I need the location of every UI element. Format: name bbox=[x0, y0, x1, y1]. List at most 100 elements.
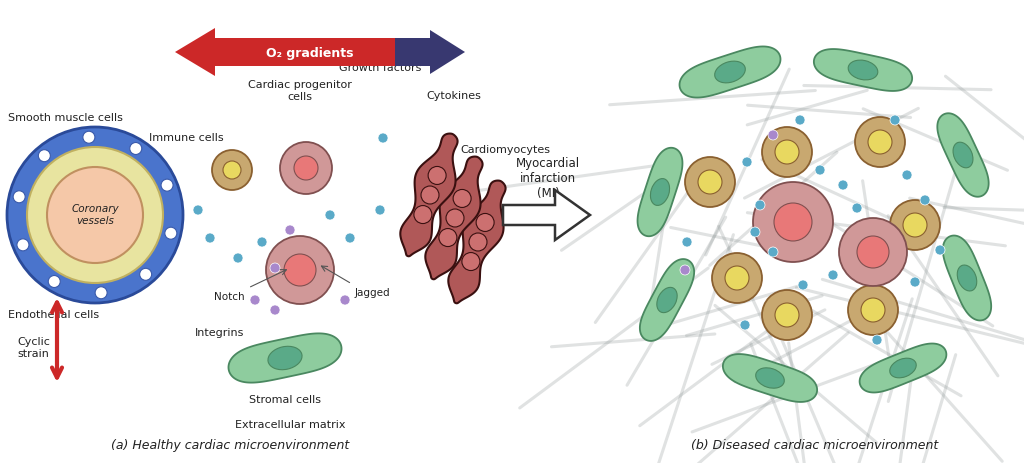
Circle shape bbox=[270, 305, 280, 315]
Ellipse shape bbox=[848, 60, 878, 80]
Circle shape bbox=[165, 227, 177, 239]
Ellipse shape bbox=[268, 346, 302, 370]
Circle shape bbox=[476, 213, 495, 232]
Text: O₂ gradients: O₂ gradients bbox=[266, 46, 353, 60]
Circle shape bbox=[294, 156, 318, 180]
Circle shape bbox=[910, 277, 920, 287]
Ellipse shape bbox=[656, 288, 677, 313]
Text: Cardiomyocytes: Cardiomyocytes bbox=[460, 145, 550, 155]
Text: Integrins: Integrins bbox=[195, 328, 245, 338]
Circle shape bbox=[284, 254, 316, 286]
Circle shape bbox=[27, 147, 163, 283]
Polygon shape bbox=[937, 113, 988, 197]
Ellipse shape bbox=[715, 61, 745, 83]
Circle shape bbox=[852, 203, 862, 213]
Circle shape bbox=[848, 285, 898, 335]
Text: Endothelial cells: Endothelial cells bbox=[8, 310, 99, 320]
Circle shape bbox=[13, 191, 26, 203]
Circle shape bbox=[774, 203, 812, 241]
Polygon shape bbox=[723, 354, 817, 402]
Circle shape bbox=[378, 133, 388, 143]
Circle shape bbox=[755, 200, 765, 210]
Polygon shape bbox=[680, 46, 780, 98]
Text: Coronary
vessels: Coronary vessels bbox=[72, 204, 119, 226]
Ellipse shape bbox=[756, 368, 784, 388]
Circle shape bbox=[753, 182, 833, 262]
Circle shape bbox=[7, 127, 183, 303]
Polygon shape bbox=[503, 190, 590, 240]
Circle shape bbox=[798, 280, 808, 290]
Circle shape bbox=[47, 167, 143, 263]
Circle shape bbox=[750, 227, 760, 237]
Text: (a) Healthy cardiac microenvironment: (a) Healthy cardiac microenvironment bbox=[111, 439, 349, 452]
Circle shape bbox=[685, 157, 735, 207]
Text: Stromal cells: Stromal cells bbox=[249, 395, 321, 405]
Circle shape bbox=[857, 236, 889, 268]
Circle shape bbox=[139, 269, 152, 280]
Circle shape bbox=[270, 263, 280, 273]
Polygon shape bbox=[175, 28, 395, 76]
Circle shape bbox=[161, 179, 173, 191]
Circle shape bbox=[698, 170, 722, 194]
Circle shape bbox=[469, 233, 487, 251]
Circle shape bbox=[682, 237, 692, 247]
Circle shape bbox=[428, 167, 446, 184]
Polygon shape bbox=[449, 181, 506, 303]
Text: (b) Diseased cardiac microenvironment: (b) Diseased cardiac microenvironment bbox=[691, 439, 939, 452]
Circle shape bbox=[902, 170, 912, 180]
Ellipse shape bbox=[890, 358, 916, 378]
Text: Myocardial
infarction
(MI): Myocardial infarction (MI) bbox=[516, 156, 580, 200]
Circle shape bbox=[775, 140, 799, 164]
Circle shape bbox=[130, 143, 141, 155]
Circle shape bbox=[838, 180, 848, 190]
Circle shape bbox=[439, 229, 457, 246]
Circle shape bbox=[768, 247, 778, 257]
Circle shape bbox=[223, 161, 241, 179]
Polygon shape bbox=[859, 344, 946, 393]
Circle shape bbox=[212, 150, 252, 190]
Polygon shape bbox=[814, 49, 912, 91]
Circle shape bbox=[712, 253, 762, 303]
Circle shape bbox=[266, 236, 334, 304]
Circle shape bbox=[768, 130, 778, 140]
Circle shape bbox=[95, 287, 108, 299]
Circle shape bbox=[775, 303, 799, 327]
Text: Extracellular matrix: Extracellular matrix bbox=[234, 420, 345, 430]
Polygon shape bbox=[395, 30, 465, 74]
Circle shape bbox=[762, 127, 812, 177]
Circle shape bbox=[280, 142, 332, 194]
Circle shape bbox=[855, 117, 905, 167]
Circle shape bbox=[725, 266, 749, 290]
Ellipse shape bbox=[650, 179, 670, 206]
Polygon shape bbox=[400, 133, 458, 256]
Polygon shape bbox=[943, 236, 991, 320]
Circle shape bbox=[462, 252, 480, 270]
Circle shape bbox=[453, 189, 471, 207]
Circle shape bbox=[872, 335, 882, 345]
Text: Immune cells: Immune cells bbox=[148, 133, 223, 143]
Circle shape bbox=[345, 233, 355, 243]
Circle shape bbox=[233, 253, 243, 263]
Circle shape bbox=[446, 209, 464, 227]
Circle shape bbox=[920, 195, 930, 205]
Circle shape bbox=[205, 233, 215, 243]
Circle shape bbox=[903, 213, 927, 237]
Circle shape bbox=[285, 225, 295, 235]
Circle shape bbox=[868, 130, 892, 154]
Circle shape bbox=[340, 295, 350, 305]
Circle shape bbox=[83, 131, 95, 143]
Circle shape bbox=[890, 115, 900, 125]
Polygon shape bbox=[638, 148, 682, 236]
Circle shape bbox=[325, 210, 335, 220]
Text: Cytokines: Cytokines bbox=[426, 91, 481, 101]
Circle shape bbox=[48, 275, 60, 288]
Text: Jagged: Jagged bbox=[355, 288, 390, 298]
Text: Cardiac progenitor
cells: Cardiac progenitor cells bbox=[248, 81, 352, 102]
Polygon shape bbox=[425, 156, 482, 279]
Circle shape bbox=[414, 206, 432, 224]
Circle shape bbox=[17, 239, 29, 251]
Circle shape bbox=[828, 270, 838, 280]
Text: Growth factors: Growth factors bbox=[339, 63, 421, 73]
Circle shape bbox=[795, 115, 805, 125]
Circle shape bbox=[740, 320, 750, 330]
